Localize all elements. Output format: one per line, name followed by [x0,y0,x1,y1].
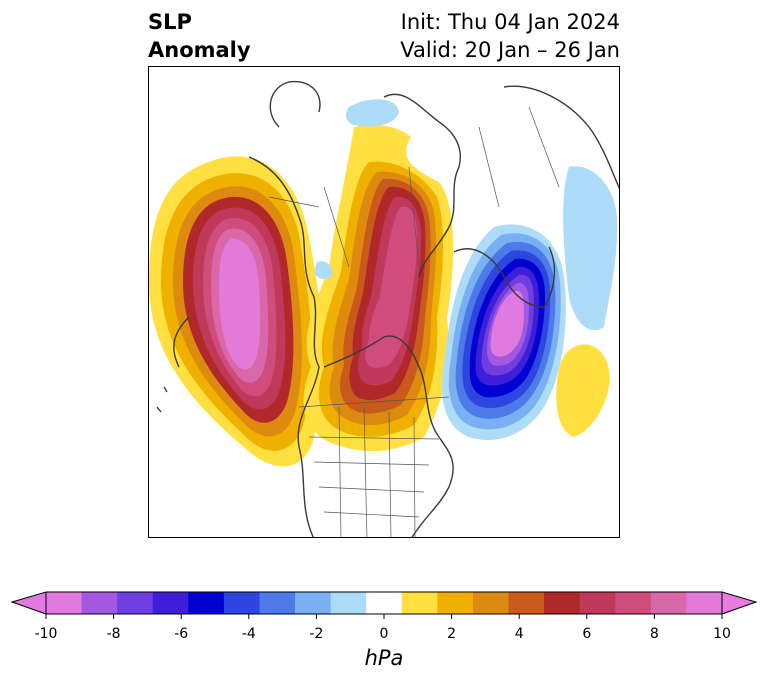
colorbar-under-arrow [10,591,47,615]
colorbar-block [650,592,687,614]
colorbar-unit-label: hPa [364,646,404,670]
colorbar-tick-label: 0 [379,626,389,642]
valid-range: Valid: 20 Jan – 26 Jan [400,38,620,62]
colorbar [10,591,758,619]
colorbar-block [81,592,118,614]
colorbar-tick-marks [45,614,723,619]
anomaly-map [148,66,620,538]
negative-anomaly-small-patch [314,261,333,280]
positive-anomaly-central [303,125,454,452]
colorbar-block [152,592,189,614]
colorbar-tick-label: -6 [174,626,189,642]
colorbar-over-arrow [721,591,758,615]
colorbar-block [615,592,652,614]
colorbar-block [437,592,474,614]
colorbar-tick-label: 8 [649,626,659,642]
colorbar-block [579,592,616,614]
title-line-2: Anomaly [148,38,251,62]
init-date: Init: Thu 04 Jan 2024 [400,10,620,34]
negative-anomaly-northeast-lobe [563,166,618,331]
colorbar-block [472,592,510,614]
colorbar-block [330,592,367,614]
anomaly-map-svg [149,80,619,537]
negative-anomaly-arctic-lobe [346,99,399,127]
positive-anomaly-west [149,156,323,467]
title-line-1: SLP [148,10,192,34]
coastlines [156,80,619,537]
colorbar-block [223,592,260,614]
political-borders [268,106,560,537]
negative-anomaly-east [441,224,566,441]
colorbar-tick-label: 4 [514,626,524,642]
colorbar-tick-label: -8 [106,626,121,642]
map-title: SLP Anomaly [148,8,251,64]
colorbar-block [188,592,225,614]
colorbar-block [401,592,438,614]
colorbar-tick-label: -2 [309,626,324,642]
colorbar-block [686,592,723,614]
colorbar-tick-label: -4 [241,626,256,642]
colorbar-tick-label: 2 [447,626,457,642]
colorbar-tick-label: -10 [34,626,58,642]
colorbar-block [46,592,83,614]
colorbar-tick-label: 10 [713,626,731,642]
colorbar-tick-label: 6 [582,626,592,642]
colorbar-block [295,592,332,614]
forecast-dates: Init: Thu 04 Jan 2024 Valid: 20 Jan – 26… [400,8,620,64]
colorbar-block [259,592,296,614]
colorbar-block [117,592,154,614]
colorbar-block [508,592,545,614]
colorbar-block [366,592,403,614]
colorbar-blocks [46,592,723,614]
positive-anomaly-southeast-lobe [556,344,610,437]
colorbar-block [544,592,581,614]
